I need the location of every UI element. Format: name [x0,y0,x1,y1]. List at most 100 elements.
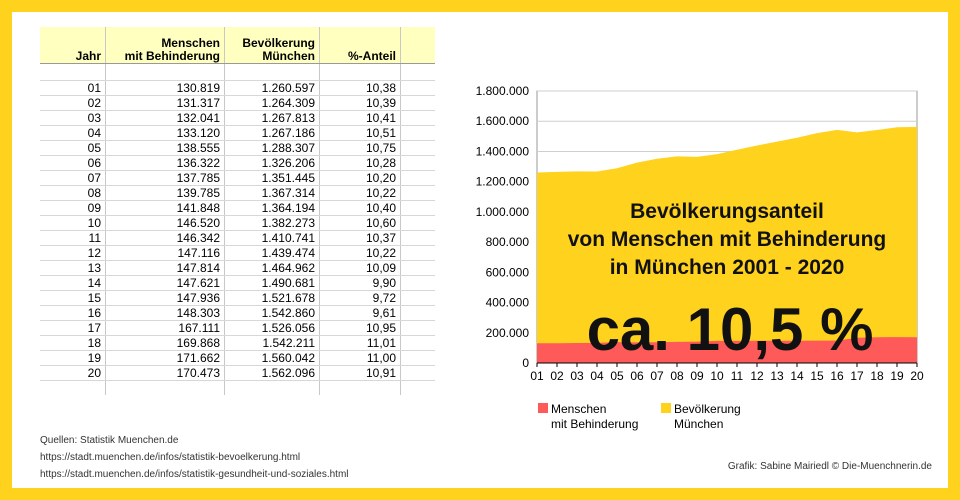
table-row: 15 147.936 1.521.678 9,72 [40,290,435,306]
empty-cell [319,63,401,81]
cell-jahr: 13 [40,260,106,276]
x-tick-label: 04 [590,369,604,383]
cell-bevoelkerung: 1.464.962 [224,260,320,276]
cell-jahr: 15 [40,290,106,306]
cell-jahr: 05 [40,140,106,156]
x-tick-label: 15 [810,369,824,383]
y-tick-label: 1.200.000 [476,175,530,189]
chart-title-line: von Menschen mit Behinderung [568,228,887,251]
cell-bevoelkerung: 1.364.194 [224,200,320,216]
y-tick-label: 200.000 [486,326,530,340]
cell-bevoelkerung: 1.542.211 [224,335,320,351]
empty-cell [400,320,435,336]
cell-anteil: 10,37 [319,230,401,246]
table-row: 05 138.555 1.288.307 10,75 [40,140,435,156]
header-bevoelkerung: Bevölkerung München [224,27,320,64]
legend-swatch [538,403,548,413]
cell-jahr: 16 [40,305,106,321]
x-tick-label: 11 [731,369,744,383]
cell-menschen: 148.303 [105,305,225,321]
data-table: Jahr Menschen mit Behinderung Bevölkerung… [40,27,435,395]
cell-bevoelkerung: 1.562.096 [224,365,320,381]
cell-menschen: 146.520 [105,215,225,231]
cell-bevoelkerung: 1.490.681 [224,275,320,291]
empty-cell [400,170,435,186]
cell-bevoelkerung: 1.264.309 [224,95,320,111]
cell-menschen: 137.785 [105,170,225,186]
cell-bevoelkerung: 1.382.273 [224,215,320,231]
cell-menschen: 147.936 [105,290,225,306]
credit-text: Grafik: Sabine Mairiedl © Die-Muenchneri… [727,461,932,472]
x-tick-label: 18 [870,369,884,383]
header-jahr: Jahr [40,27,106,64]
empty-cell [400,125,435,141]
chart-title-line: Bevölkerungsanteil [630,200,824,223]
cell-bevoelkerung: 1.439.474 [224,245,320,261]
x-tick-label: 17 [850,369,864,383]
empty-cell [400,290,435,306]
table-row: 04 133.120 1.267.186 10,51 [40,125,435,141]
cell-anteil: 10,95 [319,320,401,336]
legend-label: Bevölkerung [674,402,741,416]
header-menschen: Menschen mit Behinderung [105,27,225,64]
table-spacer-row [40,63,435,81]
legend-label: Menschen [551,402,606,416]
cell-anteil: 11,00 [319,350,401,366]
cell-menschen: 147.814 [105,260,225,276]
cell-bevoelkerung: 1.288.307 [224,140,320,156]
empty-cell [319,380,401,395]
table-row: 11 146.342 1.410.741 10,37 [40,230,435,246]
empty-cell [400,365,435,381]
cell-anteil: 10,40 [319,200,401,216]
table-row: 10 146.520 1.382.273 10,60 [40,215,435,231]
empty-cell [40,380,106,395]
table-row: 02 131.317 1.264.309 10,39 [40,95,435,111]
table-row: 20 170.473 1.562.096 10,91 [40,365,435,381]
table-row: 06 136.322 1.326.206 10,28 [40,155,435,171]
y-tick-label: 400.000 [486,296,530,310]
cell-jahr: 14 [40,275,106,291]
cell-anteil: 10,09 [319,260,401,276]
x-tick-label: 03 [570,369,584,383]
cell-jahr: 07 [40,170,106,186]
cell-menschen: 136.322 [105,155,225,171]
cell-jahr: 04 [40,125,106,141]
empty-cell [400,63,435,81]
cell-anteil: 9,90 [319,275,401,291]
cell-anteil: 10,91 [319,365,401,381]
cell-menschen: 171.662 [105,350,225,366]
cell-jahr: 09 [40,200,106,216]
cell-menschen: 170.473 [105,365,225,381]
cell-jahr: 18 [40,335,106,351]
table-row: 01 130.819 1.260.597 10,38 [40,80,435,96]
source-link-bevoelkerung[interactable]: https://stadt.muenchen.de/infos/statisti… [40,452,301,463]
empty-cell [400,185,435,201]
table-row: 17 167.111 1.526.056 10,95 [40,320,435,336]
table-row: 09 141.848 1.364.194 10,40 [40,200,435,216]
table-row: 13 147.814 1.464.962 10,09 [40,260,435,276]
series-area-bevoelkerung [537,126,917,364]
cell-jahr: 20 [40,365,106,381]
empty-cell [400,155,435,171]
legend-swatch [661,403,671,413]
cell-anteil: 10,51 [319,125,401,141]
legend-label: mit Behinderung [551,417,638,431]
empty-cell [224,380,320,395]
cell-bevoelkerung: 1.260.597 [224,80,320,96]
sources-label: Quellen: Statistik Muenchen.de [40,435,179,446]
cell-bevoelkerung: 1.351.445 [224,170,320,186]
series-area-menschen [537,337,917,363]
x-tick-label: 19 [890,369,904,383]
x-tick-label: 05 [610,369,624,383]
legend-label: München [674,417,723,431]
x-tick-label: 20 [910,369,924,383]
cell-bevoelkerung: 1.267.813 [224,110,320,126]
cell-anteil: 10,75 [319,140,401,156]
cell-jahr: 12 [40,245,106,261]
cell-jahr: 03 [40,110,106,126]
table-row: 16 148.303 1.542.860 9,61 [40,305,435,321]
source-link-gesundheit[interactable]: https://stadt.muenchen.de/infos/statisti… [40,469,349,480]
empty-cell [400,335,435,351]
cell-jahr: 11 [40,230,106,246]
empty-cell [400,110,435,126]
